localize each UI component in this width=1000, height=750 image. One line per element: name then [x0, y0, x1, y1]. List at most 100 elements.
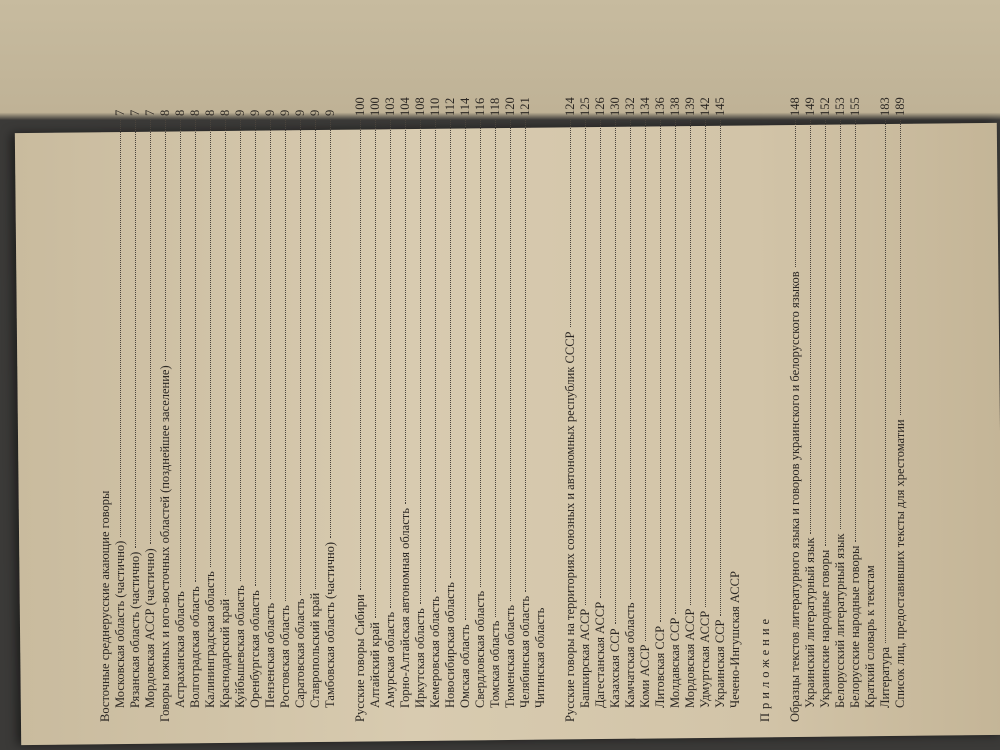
page-number: 103	[383, 97, 397, 116]
page-number: 148	[788, 97, 802, 116]
page-number: 155	[848, 97, 862, 116]
dot-leader	[675, 120, 676, 614]
entry-title: Камчатская область	[623, 602, 637, 708]
entry: Удмуртская АССР 142	[698, 82, 713, 722]
entry-title: Алтайский край	[368, 622, 382, 708]
dot-leader	[150, 120, 151, 545]
entry: Краснодарский край 8	[218, 82, 233, 722]
entry-title: Челябинская область	[518, 595, 532, 708]
page-number: 183	[878, 97, 892, 116]
entry-title: Саратовская область	[293, 598, 307, 708]
page-number: 8	[188, 109, 202, 116]
entry: Куйбышевская область 9	[233, 82, 248, 722]
entry-title: Коми АССР	[638, 644, 652, 708]
entry: Молдавская ССР 138	[668, 82, 683, 722]
page-number: 9	[293, 109, 307, 116]
entry: Казахская ССР 130	[608, 82, 623, 722]
entry-title: Литература	[878, 647, 892, 708]
page-number: 121	[518, 97, 532, 116]
entry: Ростовская область 9	[278, 82, 293, 722]
dot-leader	[450, 120, 451, 579]
entry: Башкирская АССР 125	[578, 82, 593, 722]
entry-title: Томская область	[488, 620, 502, 708]
entry: Дагестанская АССР 126	[593, 82, 608, 722]
dot-leader	[570, 120, 571, 328]
dot-leader	[795, 120, 796, 268]
entry-title: Мордовская АССР (частично)	[143, 548, 157, 708]
entry: Краткий словарь к текстам	[863, 82, 878, 722]
dot-leader	[300, 120, 301, 595]
page-number: 104	[398, 97, 412, 116]
entry-title: Литовская ССР	[653, 625, 667, 708]
entry-title: Удмуртская АССР	[698, 610, 712, 708]
page-number: 120	[503, 97, 517, 116]
entry: Челябинская область 121	[518, 82, 533, 722]
entry-title: Горно-Алтайская автономная область	[398, 508, 412, 708]
entry: Омская область 114	[458, 82, 473, 722]
entry-title: Тамбовская область (частично)	[323, 541, 337, 708]
entry: Литература 183	[878, 82, 893, 722]
page-number: 153	[833, 97, 847, 116]
dot-leader	[405, 120, 406, 505]
entry: Иркутская область 108	[413, 82, 428, 722]
section-heading-title: Русские говоры на территориях союзных и …	[563, 331, 577, 723]
spacer	[338, 82, 353, 722]
entry-title: Иркутская область	[413, 608, 427, 708]
entry: Камчатская область 132	[623, 82, 638, 722]
entry-title: Молдавская ССР	[668, 617, 682, 708]
section-heading-title: Восточные среднерусские акающие говоры	[98, 490, 112, 722]
dot-leader	[165, 120, 166, 362]
entry: Литовская ССР 136	[653, 82, 668, 722]
page-number: 7	[113, 109, 127, 116]
entry-title: Волгоградская область	[188, 586, 202, 708]
page-number: 110	[428, 97, 442, 116]
spacer	[548, 82, 563, 722]
entry-title: Ростовская область	[278, 605, 292, 708]
entry: Астраханская область 8	[173, 82, 188, 722]
page-number: 8	[158, 109, 172, 116]
dot-leader	[510, 120, 511, 601]
page-number: 9	[263, 109, 277, 116]
page-number: 100	[353, 97, 367, 116]
dot-leader	[855, 120, 856, 542]
dot-leader	[285, 120, 286, 602]
dot-leader	[615, 120, 616, 625]
dot-leader	[390, 120, 391, 608]
entry: Белорусский литературный язык 153	[833, 82, 848, 722]
section-heading: Русские говоры Сибири 100	[353, 82, 368, 722]
dot-leader	[885, 120, 886, 643]
dot-leader	[135, 120, 136, 548]
entry: Украинская ССР 145	[713, 82, 728, 722]
dot-leader	[360, 120, 361, 591]
entry-title: Московская область (частично)	[113, 540, 127, 708]
entry: Тюменская область 120	[503, 82, 518, 722]
page-number: 118	[488, 97, 502, 116]
entry: Алтайский край 100	[368, 82, 383, 722]
entry-title: Кемеровская область	[428, 596, 442, 708]
entry: Украинские народные говоры 152	[818, 82, 833, 722]
dot-leader	[660, 120, 661, 622]
dot-leader	[705, 120, 706, 607]
page-number: 8	[173, 109, 187, 116]
dot-leader	[465, 120, 466, 621]
dot-leader	[690, 120, 691, 605]
page-number: 9	[323, 109, 337, 116]
page-number: 7	[128, 109, 142, 116]
entry-title: Пензенская область	[263, 602, 277, 708]
dot-leader	[330, 120, 331, 538]
page-number: 138	[668, 97, 682, 116]
dot-leader	[720, 120, 721, 616]
page-number: 9	[233, 109, 247, 116]
spacer	[773, 82, 788, 722]
entry: Калининградская область 8	[203, 82, 218, 722]
entry-title: Астраханская область	[173, 591, 187, 708]
entry: Пензенская область 9	[263, 82, 278, 722]
spacer	[743, 82, 758, 722]
entry: Коми АССР 134	[638, 82, 653, 722]
entry: Горно-Алтайская автономная область 104	[398, 82, 413, 722]
page-number: 149	[803, 97, 817, 116]
entry: Московская область (частично) 7	[113, 82, 128, 722]
entry-title: Башкирская АССР	[578, 608, 592, 708]
section-heading: Русские говоры на территориях союзных и …	[563, 82, 578, 722]
entry: Кемеровская область 110	[428, 82, 443, 722]
